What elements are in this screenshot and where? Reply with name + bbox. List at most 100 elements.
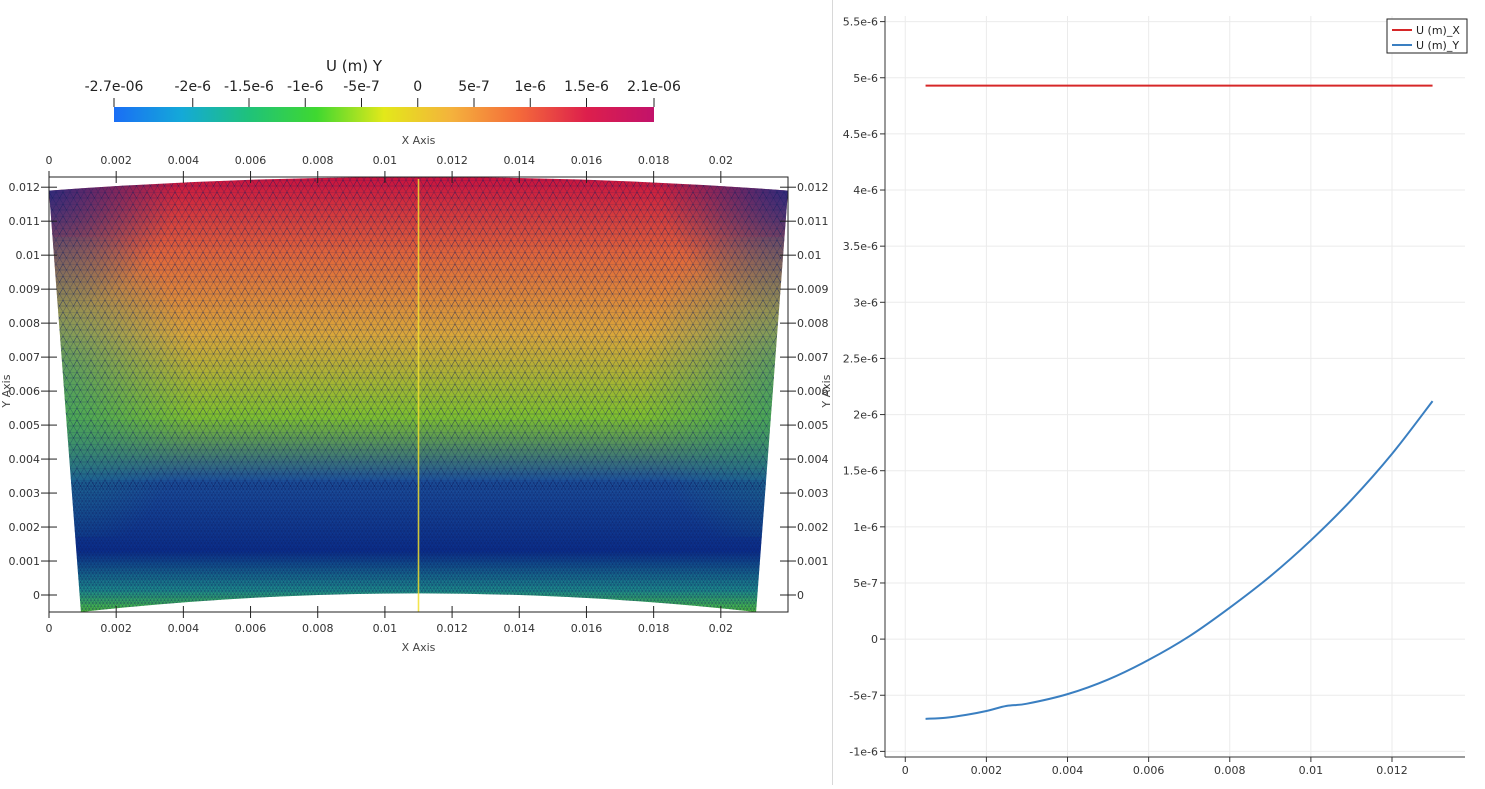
colorbar-tick-label: 0 [413, 79, 422, 95]
y-tick-label-left: 0.007 [9, 351, 41, 364]
y-tick-label: 1e-6 [853, 521, 878, 534]
x-tick-label-bottom: 0.012 [436, 622, 468, 635]
y-tick-label-left: 0.002 [9, 521, 41, 534]
x-tick-label-bottom: 0.004 [168, 622, 200, 635]
y-tick-label-left: 0.003 [9, 487, 41, 500]
y-tick-label: 1.5e-6 [843, 465, 878, 478]
y-tick-label-right: 0 [797, 589, 804, 602]
x-axis-title-top: X Axis [402, 134, 436, 147]
legend-label[interactable]: U (m)_Y [1416, 39, 1459, 52]
line-chart-svg[interactable]: 5.5e-6 5e-6 4.5e-6 4e-6 3.5e-6 3e-6 2.5e-6 2e-6… [833, 0, 1485, 785]
y-tick-label-left: 0.005 [9, 419, 41, 432]
x-tick-label-bottom: 0.002 [100, 622, 132, 635]
legend-items: U (m)_X U (m)_Y [1392, 24, 1460, 52]
render-view-mesh[interactable]: U (m) Y -2.7e-06 -2e-6 -1.5e-6 -1e-6 -5e-7 0 5… [0, 0, 833, 785]
colorbar-tick-label: -1e-6 [287, 79, 324, 95]
chart-grid [885, 16, 1465, 757]
x-tick-label-bottom: 0.014 [504, 622, 536, 635]
y-tick-label-right: 0.004 [797, 453, 829, 466]
chart-legend[interactable]: U (m)_X U (m)_Y [1386, 18, 1468, 54]
x-axis-ticks-bottom: 0 0.002 0.004 0.006 0.008 0.01 0.012 0.014 0.016… [46, 606, 734, 635]
x-tick-label: 0.002 [971, 764, 1003, 777]
x-tick-label-bottom: 0 [46, 622, 53, 635]
y-tick-label-right: 0.002 [797, 521, 829, 534]
y-tick-label-right: 0.006 [797, 385, 829, 398]
y-tick-label: 0 [871, 633, 878, 646]
colorbar-tick-label: -1.5e-6 [224, 79, 274, 95]
x-tick-label: 0.012 [1376, 764, 1408, 777]
legend-label[interactable]: U (m)_X [1416, 24, 1460, 37]
colorbar-tick-label: 2.1e-06 [627, 79, 681, 95]
y-tick-label-right: 0.005 [797, 419, 829, 432]
series-line [925, 400, 1434, 720]
x-tick-label: 0.01 [1299, 764, 1324, 777]
x-tick-label-top: 0.004 [168, 154, 200, 167]
x-tick-label-top: 0.016 [571, 154, 603, 167]
y-tick-label: 5e-6 [853, 72, 878, 85]
mesh-surface [49, 177, 788, 612]
y-tick-label: -1e-6 [849, 745, 878, 758]
y-tick-label-left: 0.012 [9, 181, 41, 194]
x-tick-label-top: 0.014 [504, 154, 536, 167]
colorbar-gradient [114, 107, 654, 122]
x-tick-label-top: 0.012 [436, 154, 468, 167]
x-tick-label-bottom: 0.018 [638, 622, 670, 635]
y-tick-label-right: 0.012 [797, 181, 829, 194]
y-tick-label-left: 0.001 [9, 555, 41, 568]
x-tick-label-top: 0.008 [302, 154, 334, 167]
y-tick-label-left: 0.01 [16, 249, 41, 262]
x-tick-label-bottom: 0.01 [373, 622, 398, 635]
colorbar-tick-label: -2e-6 [174, 79, 211, 95]
colorbar-tick-label: 5e-7 [458, 79, 489, 95]
x-tick-label-top: 0.02 [709, 154, 734, 167]
chart-series [925, 84, 1434, 720]
colorbar-tick-label: 1e-6 [515, 79, 547, 95]
y-tick-label-right: 0.011 [797, 215, 829, 228]
x-tick-label-bottom: 0.02 [709, 622, 734, 635]
y-tick-label-right: 0.007 [797, 351, 829, 364]
x-axis-ticks-top: 0 0.002 0.004 0.006 0.008 0.01 0.012 0.014 0.016… [46, 154, 734, 183]
y-tick-label-left: 0.011 [9, 215, 41, 228]
colorbar-title: U (m) Y [326, 57, 383, 75]
cube-axes-grid: 0 0.002 0.004 0.006 0.008 0.01 0.012 0.014 0.016… [0, 134, 833, 654]
x-tick-label-top: 0.01 [373, 154, 398, 167]
y-tick-label: 4e-6 [853, 184, 878, 197]
x-tick-label-top: 0 [46, 154, 53, 167]
y-tick-label: 3e-6 [853, 296, 878, 309]
axes-bounding-box [48, 176, 789, 613]
y-axis-ticks-right: 0 0.001 0.002 0.003 0.004 0.005 0.006 0.007 0.00… [780, 181, 829, 602]
colorbar-tick-label: 1.5e-6 [564, 79, 609, 95]
x-tick-label-top: 0.002 [100, 154, 132, 167]
y-tick-label: 5e-7 [853, 577, 878, 590]
y-tick-label-right: 0.003 [797, 487, 829, 500]
chart-y-ticks: 5.5e-6 5e-6 4.5e-6 4e-6 3.5e-6 3e-6 2.5e-6 2e-6… [843, 16, 885, 758]
y-tick-label-right: 0.001 [797, 555, 829, 568]
colorbar-ticks: -2.7e-06 -2e-6 -1.5e-6 -1e-6 -5e-7 0 5e-7 1e-6 1… [85, 79, 681, 107]
y-axis-ticks-left: 0 0.001 0.002 0.003 0.004 0.005 0.006 0.007 0.00… [9, 181, 57, 602]
y-tick-label: 5.5e-6 [843, 16, 878, 29]
legend-box [1386, 18, 1468, 54]
y-tick-label-left: 0.004 [9, 453, 41, 466]
y-tick-label-right: 0.01 [797, 249, 822, 262]
x-tick-label-bottom: 0.008 [302, 622, 334, 635]
mesh-render-svg[interactable]: U (m) Y -2.7e-06 -2e-6 -1.5e-6 -1e-6 -5e-7 0 5… [0, 0, 833, 785]
y-tick-label-left: 0 [33, 589, 40, 602]
y-tick-label: -5e-7 [849, 689, 878, 702]
y-tick-label-left: 0.009 [9, 283, 41, 296]
y-tick-label-left: 0.008 [9, 317, 41, 330]
view-splitter[interactable] [832, 0, 833, 785]
x-tick-label: 0 [902, 764, 909, 777]
y-tick-label: 3.5e-6 [843, 240, 878, 253]
y-tick-label-left: 0.006 [9, 385, 41, 398]
y-tick-label: 4.5e-6 [843, 128, 878, 141]
x-tick-label-top: 0.018 [638, 154, 670, 167]
x-tick-label-bottom: 0.016 [571, 622, 603, 635]
y-tick-label: 2.5e-6 [843, 352, 878, 365]
y-axis-title-right: Y Axis [820, 374, 832, 408]
y-tick-label-right: 0.009 [797, 283, 829, 296]
render-view-line-chart[interactable]: 5.5e-6 5e-6 4.5e-6 4e-6 3.5e-6 3e-6 2.5e-6 2e-6… [833, 0, 1485, 785]
y-axis-title-left: Y Axis [0, 374, 13, 408]
x-tick-label: 0.006 [1133, 764, 1165, 777]
color-legend: U (m) Y -2.7e-06 -2e-6 -1.5e-6 -1e-6 -5e-7 0 5… [85, 57, 681, 122]
colorbar-tick-label: -2.7e-06 [85, 79, 144, 95]
